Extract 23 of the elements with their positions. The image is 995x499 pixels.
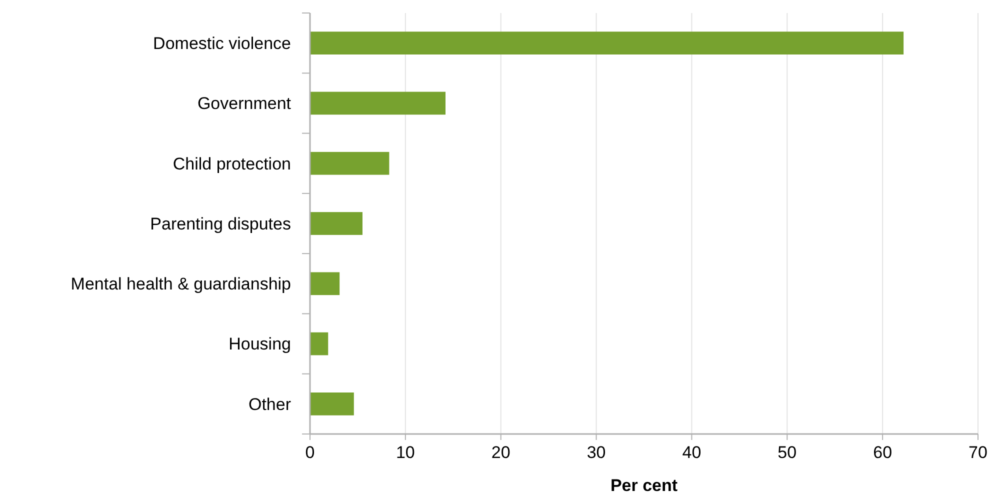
x-tick-label: 10	[396, 443, 415, 462]
x-tick-label: 40	[682, 443, 702, 462]
y-tick-label: Housing	[228, 334, 291, 354]
x-tick-label: 50	[778, 443, 797, 462]
y-tick-label: Other	[248, 394, 292, 414]
y-tick-label: Parenting disputes	[150, 214, 291, 234]
bar	[310, 392, 354, 416]
y-tick-label: Domestic violence	[153, 34, 291, 54]
bar	[310, 32, 904, 54]
x-tick-label: 30	[586, 443, 606, 462]
x-axis-title: Per cent	[610, 476, 678, 495]
bar	[310, 272, 340, 296]
y-tick-label: Government	[197, 94, 292, 114]
bar	[310, 152, 390, 175]
bar	[310, 92, 446, 115]
y-tick-label: Mental health & guardianship	[70, 274, 291, 294]
bar	[310, 212, 362, 235]
x-tick-label: 0	[305, 443, 315, 462]
x-tick-label: 60	[873, 443, 892, 462]
bar	[310, 332, 328, 356]
x-tick-label: 70	[968, 443, 988, 462]
x-tick-label: 20	[491, 443, 510, 462]
y-tick-label: Child protection	[172, 154, 291, 174]
